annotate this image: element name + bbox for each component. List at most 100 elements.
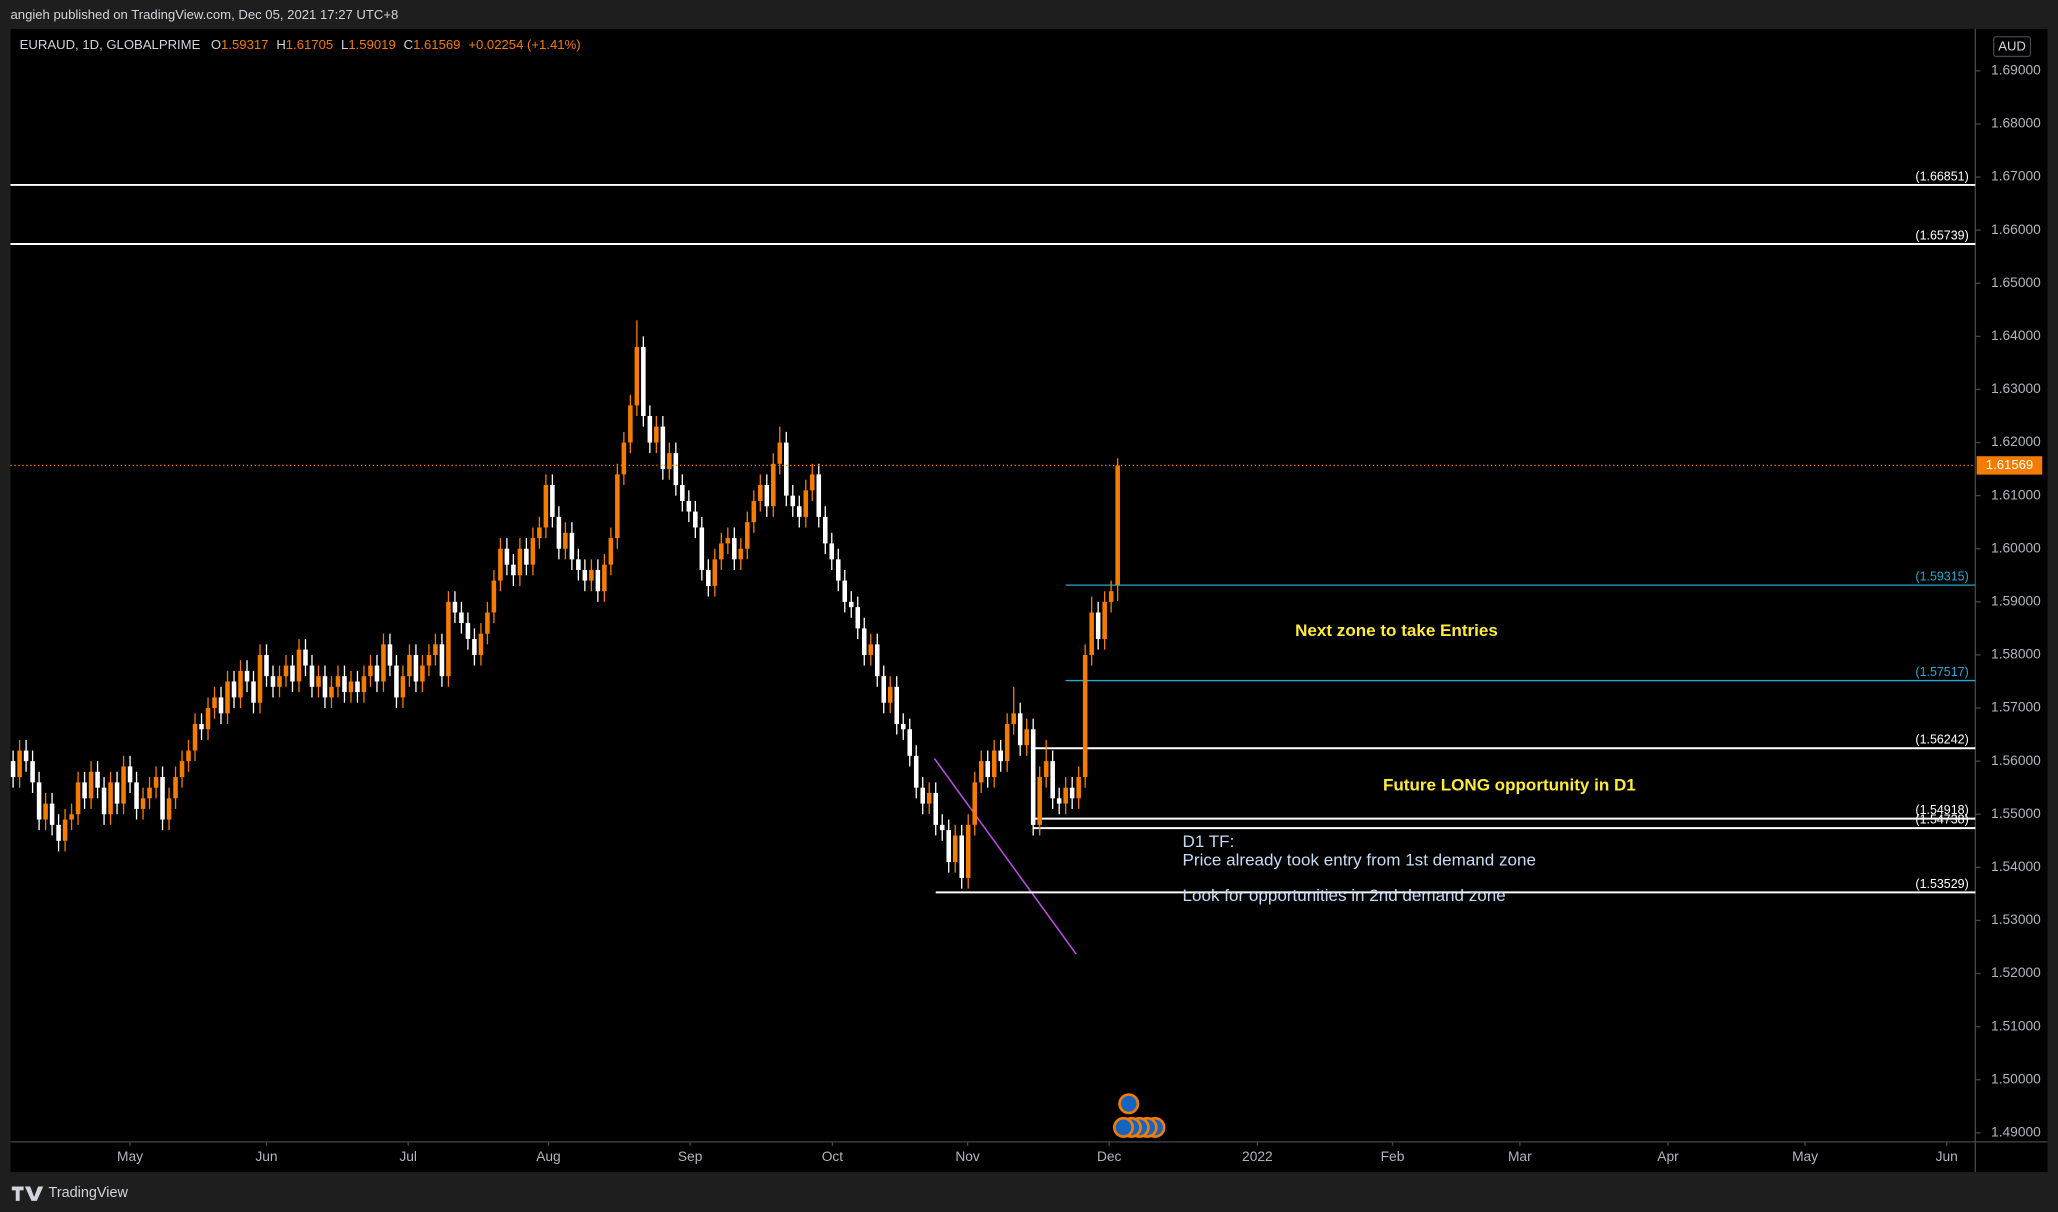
candle-body	[569, 532, 575, 560]
x-tick-label: Nov	[955, 1149, 980, 1164]
candle-body	[192, 723, 198, 751]
candle-body	[790, 495, 796, 507]
candle-body	[900, 723, 906, 730]
candle-body	[628, 405, 633, 443]
y-tick-label: 1.52000	[1991, 965, 2041, 980]
y-tick-label: 1.69000	[1991, 62, 2041, 77]
candle-body	[160, 777, 165, 820]
time-axis	[10, 1141, 2048, 1173]
y-tick-label: 1.62000	[1991, 434, 2041, 449]
candle-body	[719, 543, 724, 560]
currency-box	[1993, 36, 2032, 58]
candle-body	[706, 569, 711, 586]
legend-value: 1.59019	[348, 37, 395, 52]
candle-body	[615, 474, 620, 539]
x-tick-label: Jun	[1936, 1149, 1958, 1164]
candle-body	[368, 665, 373, 677]
candle-body	[270, 676, 276, 687]
legend-key: C	[404, 37, 413, 52]
plot-layer: (1.66851) (1.65739) (1.59315) (1.57517) (1.5…	[10, 169, 1976, 894]
event-icon[interactable]	[1118, 1093, 1140, 1115]
candle-body	[868, 644, 874, 655]
currency: AUD	[1998, 39, 2026, 54]
candle-body	[101, 787, 107, 815]
candle-body	[355, 681, 360, 693]
candle-body	[641, 346, 646, 416]
candle-body	[595, 569, 601, 592]
candle-body	[251, 681, 256, 703]
level-label: (1.54918)	[1915, 803, 1968, 817]
y-tick-label: 1.67000	[1991, 169, 2041, 184]
legend-value: 1.61705	[286, 37, 333, 52]
candle-body	[472, 639, 477, 655]
candle-body	[296, 649, 302, 682]
candle-body	[394, 665, 399, 698]
legend-key: H	[276, 37, 285, 52]
candle-body	[10, 761, 16, 778]
event-icon[interactable]	[1112, 1116, 1134, 1138]
y-tick-label: 1.66000	[1991, 222, 2041, 237]
candle-body	[537, 527, 542, 539]
candle-body	[673, 453, 679, 486]
x-tick-label: May	[117, 1149, 143, 1164]
candle-body	[95, 771, 100, 788]
level-label: (1.59315)	[1915, 570, 1968, 584]
y-tick-label: 1.50000	[1991, 1071, 2041, 1086]
event-icons[interactable]	[1112, 1093, 1166, 1138]
candle-body	[693, 511, 698, 528]
candle-body	[238, 670, 243, 698]
candle-body	[686, 500, 692, 512]
candle-body	[576, 559, 581, 570]
candle-body	[478, 633, 484, 655]
candle-body	[829, 543, 835, 560]
level-label: (1.56242)	[1915, 733, 1968, 747]
x-tick-label: Sep	[678, 1149, 703, 1164]
x-tick-label: Apr	[1657, 1149, 1679, 1164]
candle-body	[933, 792, 939, 825]
candle-body	[140, 798, 146, 809]
candle-body	[1069, 787, 1075, 799]
candle-body	[257, 654, 263, 703]
candle-body	[88, 771, 94, 799]
candle-body	[1004, 723, 1010, 762]
candle-body	[855, 607, 861, 629]
candle-body	[602, 564, 607, 592]
candle-body	[861, 628, 867, 655]
candle-body	[550, 485, 555, 517]
candle-body	[290, 665, 295, 682]
publisher: angieh published on TradingView.com, Dec…	[11, 7, 399, 22]
candle-body	[939, 824, 945, 831]
candle-body	[400, 676, 406, 698]
y-tick-label: 1.64000	[1991, 328, 2041, 343]
candle-body	[1056, 798, 1062, 804]
candle-body	[907, 729, 913, 756]
y-tick-label: 1.56000	[1991, 753, 2041, 768]
legend-value: 1.59317	[221, 37, 268, 52]
candle-body	[1108, 591, 1114, 602]
symbol: EURAUD, 1D, GLOBALPRIME	[20, 37, 201, 52]
candle-body	[491, 580, 497, 613]
candle-body	[803, 490, 809, 517]
candle-body	[712, 559, 718, 586]
candle-body	[894, 686, 900, 724]
candle-body	[1063, 787, 1068, 804]
candle-body	[504, 548, 510, 565]
last-price-label: 1.61569	[1986, 457, 2033, 472]
candle-body	[517, 548, 523, 576]
candle-body	[985, 761, 990, 778]
candle-body	[1050, 761, 1055, 799]
y-tick-label: 1.49000	[1991, 1124, 2041, 1139]
candle-body	[654, 426, 659, 443]
candle-body	[738, 548, 744, 560]
candle-body	[218, 697, 224, 714]
candle-body	[816, 474, 822, 517]
candle-body	[848, 601, 854, 608]
candle-body	[446, 601, 451, 677]
candle-body	[582, 569, 588, 581]
candle-body	[1024, 729, 1029, 746]
candle-body	[926, 792, 932, 804]
x-tick-label: Jul	[399, 1149, 417, 1164]
candle-body	[465, 623, 471, 640]
candle-body	[485, 612, 490, 634]
